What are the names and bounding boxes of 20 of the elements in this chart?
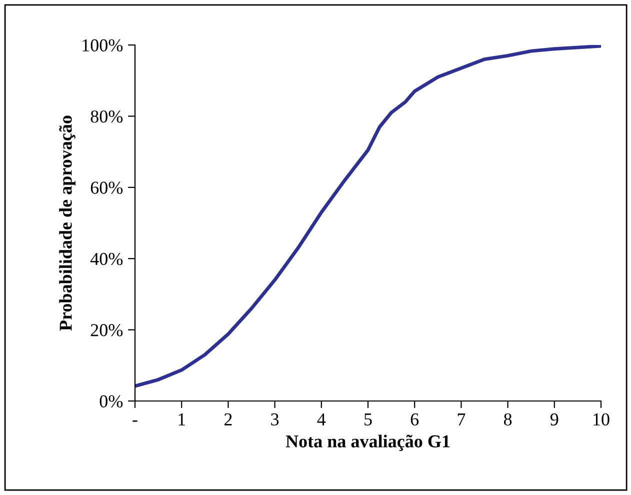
y-tick-label: 80% [90,110,123,123]
y-tick-label: 40% [90,252,123,266]
x-tick-label: 6 [410,413,419,426]
y-tick-label: 0% [100,395,123,408]
y-tick-label: 20% [90,324,123,336]
x-tick-label: 9 [550,413,558,426]
x-tick-label: 10 [594,413,610,426]
x-axis-title: Nota na avaliação G1 [286,434,450,451]
x-tick-label: - [132,420,138,422]
x-tick-label: 3 [271,413,279,426]
x-tick-label: 4 [317,413,326,426]
y-tick-label: 60% [90,182,123,194]
y-tick-label: 100% [82,39,123,52]
x-tick-label: 1 [178,413,186,426]
x-tick-label: 2 [224,413,232,426]
line-series [135,45,601,388]
x-tick-label: 7 [458,414,466,426]
x-tick-label: 5 [364,414,372,426]
x-tick-label: 8 [504,413,512,426]
y-axis-title: Probabilidade de aprovação [59,116,76,331]
